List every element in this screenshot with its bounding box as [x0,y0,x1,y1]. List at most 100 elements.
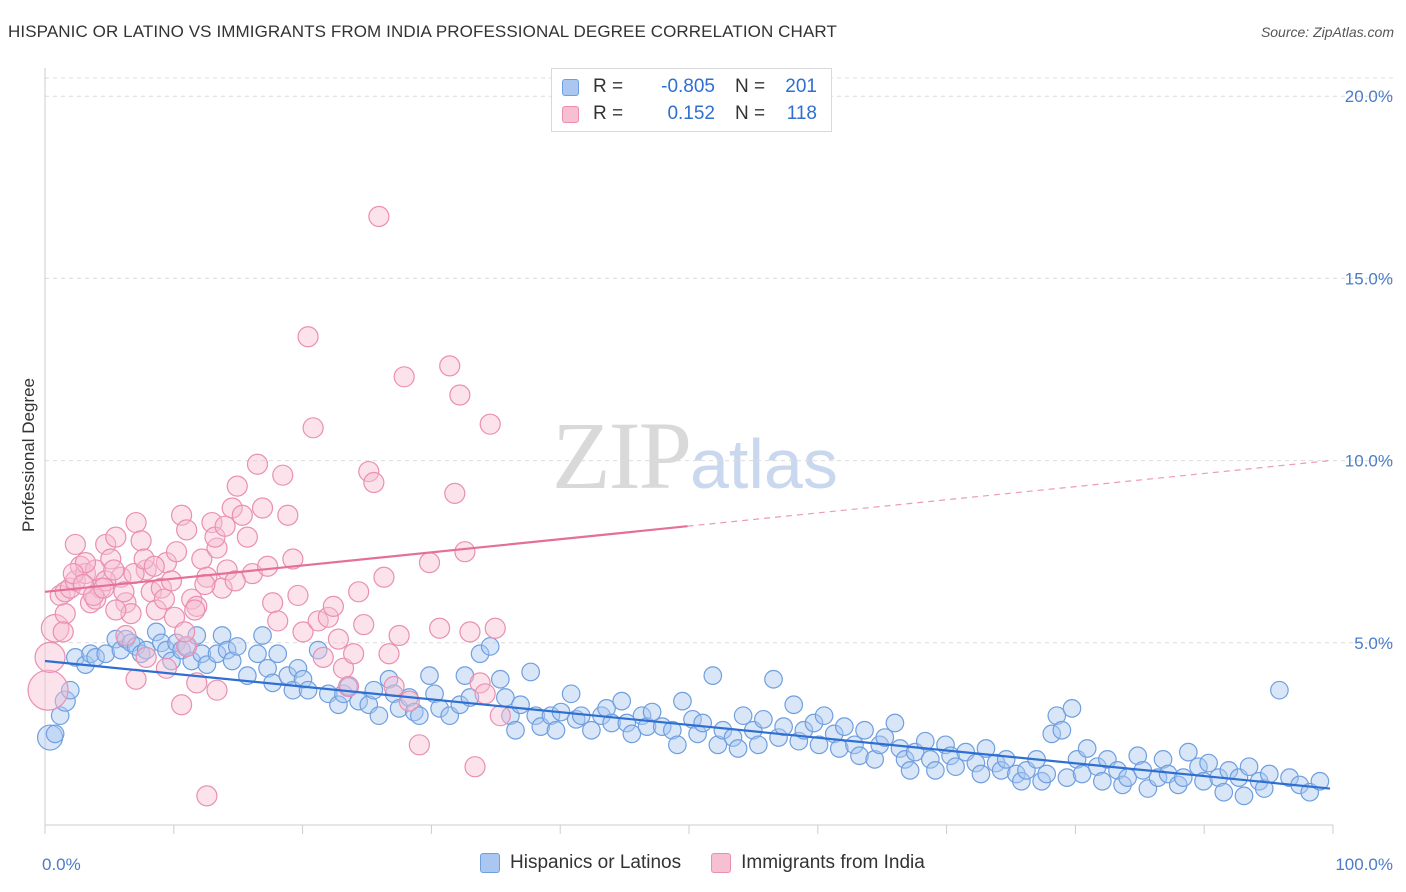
series-hispanics-points [36,622,1330,806]
data-point [1270,680,1289,700]
legend-label-hispanics: Hispanics or Latinos [510,852,682,873]
data-point [206,537,228,559]
data-point [115,624,137,647]
y-tick-label: 15.0% [1345,269,1393,288]
data-point [170,694,193,716]
data-point [383,675,405,698]
data-point [754,709,773,729]
data-point [809,735,829,755]
data-point [875,728,895,747]
data-point [429,617,451,639]
x-tick-label: 100.0% [1335,855,1393,874]
watermark: ZIPatlas [552,400,838,511]
y-tick-label: 10.0% [1345,452,1393,471]
data-point [490,669,510,689]
data-point [449,384,471,406]
data-point [398,690,420,712]
data-point [764,669,783,689]
data-point [668,735,687,755]
data-point [64,533,86,556]
data-point [373,566,395,588]
data-point [526,706,546,726]
data-point [890,739,910,758]
data-point [582,720,601,740]
legend-n-value: 118 [786,103,817,124]
data-point [748,735,768,755]
data-point [612,691,632,711]
data-point [236,526,258,548]
data-point [113,581,135,603]
data-point [60,680,80,700]
data-point [683,709,702,729]
data-point [1128,746,1148,766]
data-point [66,648,85,667]
data-point [1047,706,1067,726]
data-point [125,668,147,690]
data-point [248,644,267,664]
data-point [163,606,186,628]
data-point [484,617,506,639]
data-point [105,526,127,548]
data-point [1199,753,1218,773]
data-point [1077,739,1097,758]
data-point [194,573,216,596]
data-point [312,646,334,668]
data-point [135,646,157,668]
data-point [1178,742,1198,762]
data-point [1042,724,1062,744]
data-point [1072,764,1092,784]
data-point [153,588,175,610]
source-label: Source: ZipAtlas.com [1260,24,1394,40]
y-axis-label: Professional Degree [19,378,38,532]
data-point [1280,768,1299,787]
data-point [227,637,247,656]
data-point [364,680,384,700]
data-point [855,720,874,740]
data-point [1234,786,1254,806]
legend-item-hispanics[interactable]: Hispanics or Latinos [480,852,681,874]
data-point [45,724,65,744]
data-point [393,366,415,388]
data-point [418,552,441,574]
legend-row-india: R = 0.152 N = 118 [562,101,817,127]
data-point [1310,771,1330,791]
data-point [946,757,965,777]
data-point [369,706,389,726]
legend-item-india[interactable]: Immigrants from India [711,852,925,874]
data-point [865,750,885,769]
data-point [1259,764,1279,784]
data-point [184,599,206,621]
data-point [343,643,365,665]
legend-row-hispanics: R = -0.805 N = 201 [562,74,817,100]
data-point [253,626,272,645]
data-point [404,702,424,722]
data-point [143,555,165,577]
data-point [287,584,309,607]
data-point [214,515,236,537]
data-point [251,497,274,519]
data-point [217,640,237,660]
data-point [84,588,107,610]
data-point [834,717,854,736]
data-point [222,651,242,671]
trend-line-hispanics [44,659,1331,790]
data-point [348,581,370,603]
data-point [246,453,269,475]
legend-swatch-india [562,105,579,123]
x-tick-label: 0.0% [42,855,81,874]
data-point [900,760,920,780]
trend-line-india-solid [44,525,688,593]
data-point [469,672,491,694]
data-point [96,644,116,664]
data-point [814,706,834,726]
data-point [27,669,69,711]
data-point [410,706,429,726]
data-point [272,464,294,486]
trend-line-india-dashed [687,460,1331,527]
data-point [292,621,314,643]
data-point [784,695,804,715]
tick-labels: 5.0% 10.0% 15.0% 20.0% 0.0% 100.0% Professiona… [19,87,1393,874]
data-point [662,720,682,740]
data-point [282,548,304,570]
data-point [895,750,915,769]
